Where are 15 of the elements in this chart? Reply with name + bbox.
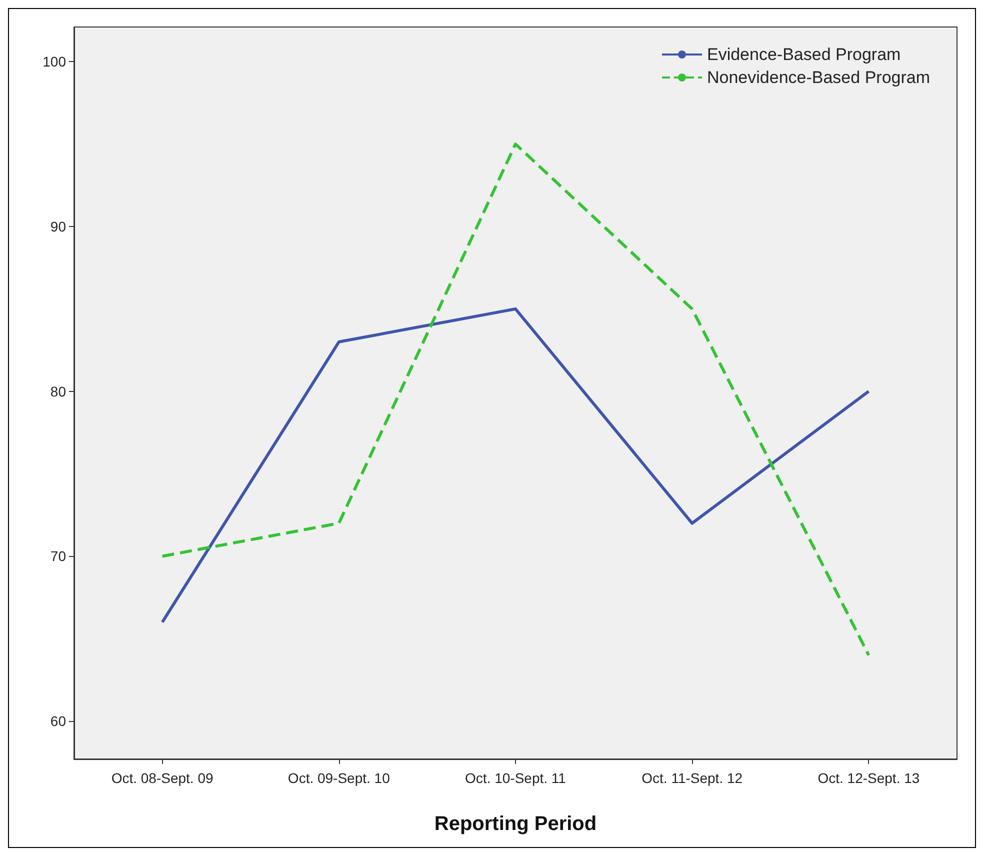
x-tick-label: Oct. 08-Sept. 09 xyxy=(111,770,214,786)
legend-label: Evidence-Based Program xyxy=(706,45,901,64)
y-tick-label: 90 xyxy=(50,218,66,234)
x-tick-label: Oct. 09-Sept. 10 xyxy=(288,770,390,786)
line-series xyxy=(160,307,870,624)
x-tick-label: Oct. 11-Sept. 12 xyxy=(642,770,743,786)
x-tick-label: Oct. 10-Sept. 11 xyxy=(465,770,566,786)
x-tick-label: Oct. 12-Sept. 13 xyxy=(818,770,920,786)
y-tick-label: 70 xyxy=(50,548,66,564)
line-series xyxy=(160,142,870,657)
y-tick-label: 100 xyxy=(42,54,66,70)
y-tick-label: 60 xyxy=(50,713,66,730)
legend-label: Nonevidence-Based Program xyxy=(706,68,930,87)
y-tick-label: 80 xyxy=(50,383,66,400)
x-axis-title: Reporting Period xyxy=(434,813,597,835)
